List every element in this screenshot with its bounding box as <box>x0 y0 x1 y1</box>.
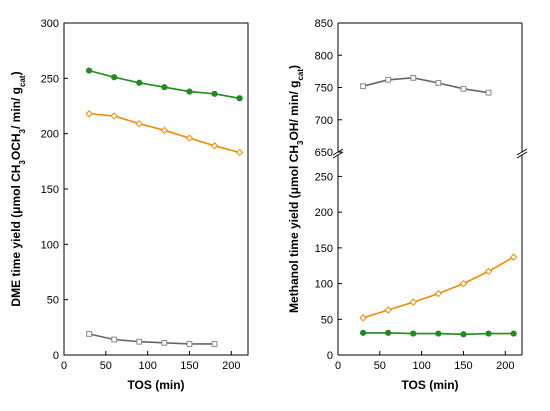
methanol-break-mark-upper-1 <box>516 148 528 156</box>
methanol-upper-y-tick-label-4: 850 <box>315 18 333 30</box>
dme-y-tick-label-4: 200 <box>41 129 59 141</box>
methanol-lower-series-2-point-0 <box>359 329 367 336</box>
dme-series-2-line <box>88 333 215 345</box>
dme-series-1-point-6 <box>235 148 244 157</box>
dme-series-1-point-3 <box>160 126 169 135</box>
dme-y-tick-label-6: 300 <box>41 18 59 30</box>
methanol-x-axis-label: TOS (min) <box>401 378 458 392</box>
methanol-y-axis-label: Methanol time yield (μmol CH3OH/ min/ gc… <box>287 65 305 313</box>
methanol-lower-y-tick-label-0: 0 <box>327 350 333 362</box>
methanol-upper-series-0-point-3 <box>435 80 442 86</box>
methanol-upper-y-tick-label-2: 750 <box>315 83 333 95</box>
dme-series-1-point-2 <box>135 119 143 128</box>
methanol-lower-series-1-point-1 <box>384 306 392 314</box>
methanol-x-tick-label-1: 50 <box>374 360 386 372</box>
methanol-lower-series-1-point-4 <box>459 279 468 288</box>
dme-y-tick-label-5: 250 <box>41 73 59 85</box>
dme-chart: 0 50 100 150 200 250 300 0 50 100 150 200 TOS (min) D… <box>9 18 249 392</box>
dme-series-0-point-1 <box>111 74 118 81</box>
methanol-upper-y-tick-label-1: 700 <box>315 115 333 127</box>
methanol-upper-series-0-point-0 <box>360 83 366 90</box>
methanol-lower-y-tick-label-4: 200 <box>315 207 333 219</box>
dme-series-2-point-3 <box>161 339 168 346</box>
dme-y-tick-label-2: 100 <box>41 239 59 251</box>
dme-series-1-point-1 <box>110 112 118 120</box>
dme-x-tick-label-1: 50 <box>100 360 112 372</box>
dme-x-tick-label-0: 0 <box>61 360 67 372</box>
methanol-upper-series-0-point-2 <box>410 74 417 81</box>
methanol-x-tick-label-0: 0 <box>335 360 341 372</box>
dme-plot-frame <box>63 22 249 356</box>
dme-series-0-point-6 <box>236 95 243 102</box>
methanol-chart: 650 700 750 800 850 0 50 100 150 200 250 0 50 100 150 2… <box>287 18 528 392</box>
methanol-break-mark-lower-1 <box>516 151 528 159</box>
dme-series-2-point-2 <box>136 338 143 345</box>
dme-series-2-point-5 <box>211 341 218 347</box>
methanol-lower-y-tick-label-5: 250 <box>315 171 333 183</box>
methanol-x-tick-label-4: 200 <box>496 360 514 372</box>
methanol-upper-series-0-point-1 <box>385 76 392 83</box>
methanol-lower-series-1-point-6 <box>509 253 518 261</box>
dme-series-2-point-1 <box>111 336 118 343</box>
methanol-lower-y-tick-label-3: 150 <box>315 243 333 255</box>
methanol-x-tick-label-3: 150 <box>454 360 472 372</box>
dme-series-0-point-2 <box>136 79 143 86</box>
methanol-lower-series-1-point-0 <box>359 314 367 322</box>
dme-x-tick-label-2: 100 <box>138 360 156 372</box>
dme-series-1-point-0 <box>85 110 93 118</box>
methanol-upper-series-0-point-4 <box>460 85 467 92</box>
dme-series-0-point-3 <box>161 84 168 91</box>
methanol-lower-series-1-line <box>362 256 514 319</box>
dme-y-tick-label-0: 0 <box>53 350 59 362</box>
dme-series-1-point-5 <box>210 142 219 150</box>
methanol-lower-series-2-point-1 <box>385 329 392 336</box>
methanol-lower-series-2-point-5 <box>485 330 492 337</box>
dme-x-tick-label-3: 150 <box>180 360 198 372</box>
methanol-lower-series-1-point-3 <box>434 289 443 298</box>
dme-series-1-point-4 <box>185 134 194 142</box>
dme-series-2-point-0 <box>86 331 92 337</box>
dme-series-0-point-5 <box>211 90 218 97</box>
dme-x-tick-label-4: 200 <box>222 360 240 372</box>
methanol-lower-y-tick-label-1: 50 <box>321 314 333 326</box>
dme-series-0-point-4 <box>186 88 193 95</box>
methanol-upper-series-0-line <box>362 76 489 94</box>
dme-series-0-point-0 <box>85 67 93 74</box>
methanol-lower-series-2-point-3 <box>435 330 442 337</box>
methanol-lower-series-2-point-6 <box>510 330 517 337</box>
methanol-lower-series-2-point-2 <box>410 330 417 337</box>
methanol-lower-series-1-point-2 <box>409 298 417 306</box>
dme-series-2-point-4 <box>186 341 193 347</box>
methanol-lower-series-1-point-5 <box>484 267 493 276</box>
methanol-break-mark-lower-0 <box>332 151 344 159</box>
methanol-upper-y-tick-label-0: 650 <box>315 147 333 159</box>
dme-y-tick-label-3: 150 <box>41 184 59 196</box>
dme-x-axis-label: TOS (min) <box>127 378 184 392</box>
methanol-upper-series-0-point-5 <box>485 89 492 96</box>
methanol-lower-y-tick-label-2: 100 <box>315 279 333 291</box>
dme-y-axis-label: DME time yield (μmol CH3OCH3/ min/ gcat) <box>9 71 27 306</box>
methanol-upper-y-tick-label-3: 800 <box>315 50 333 62</box>
dme-y-tick-label-1: 50 <box>47 295 59 307</box>
methanol-x-tick-label-2: 100 <box>412 360 430 372</box>
methanol-lower-series-2-point-4 <box>460 331 467 338</box>
